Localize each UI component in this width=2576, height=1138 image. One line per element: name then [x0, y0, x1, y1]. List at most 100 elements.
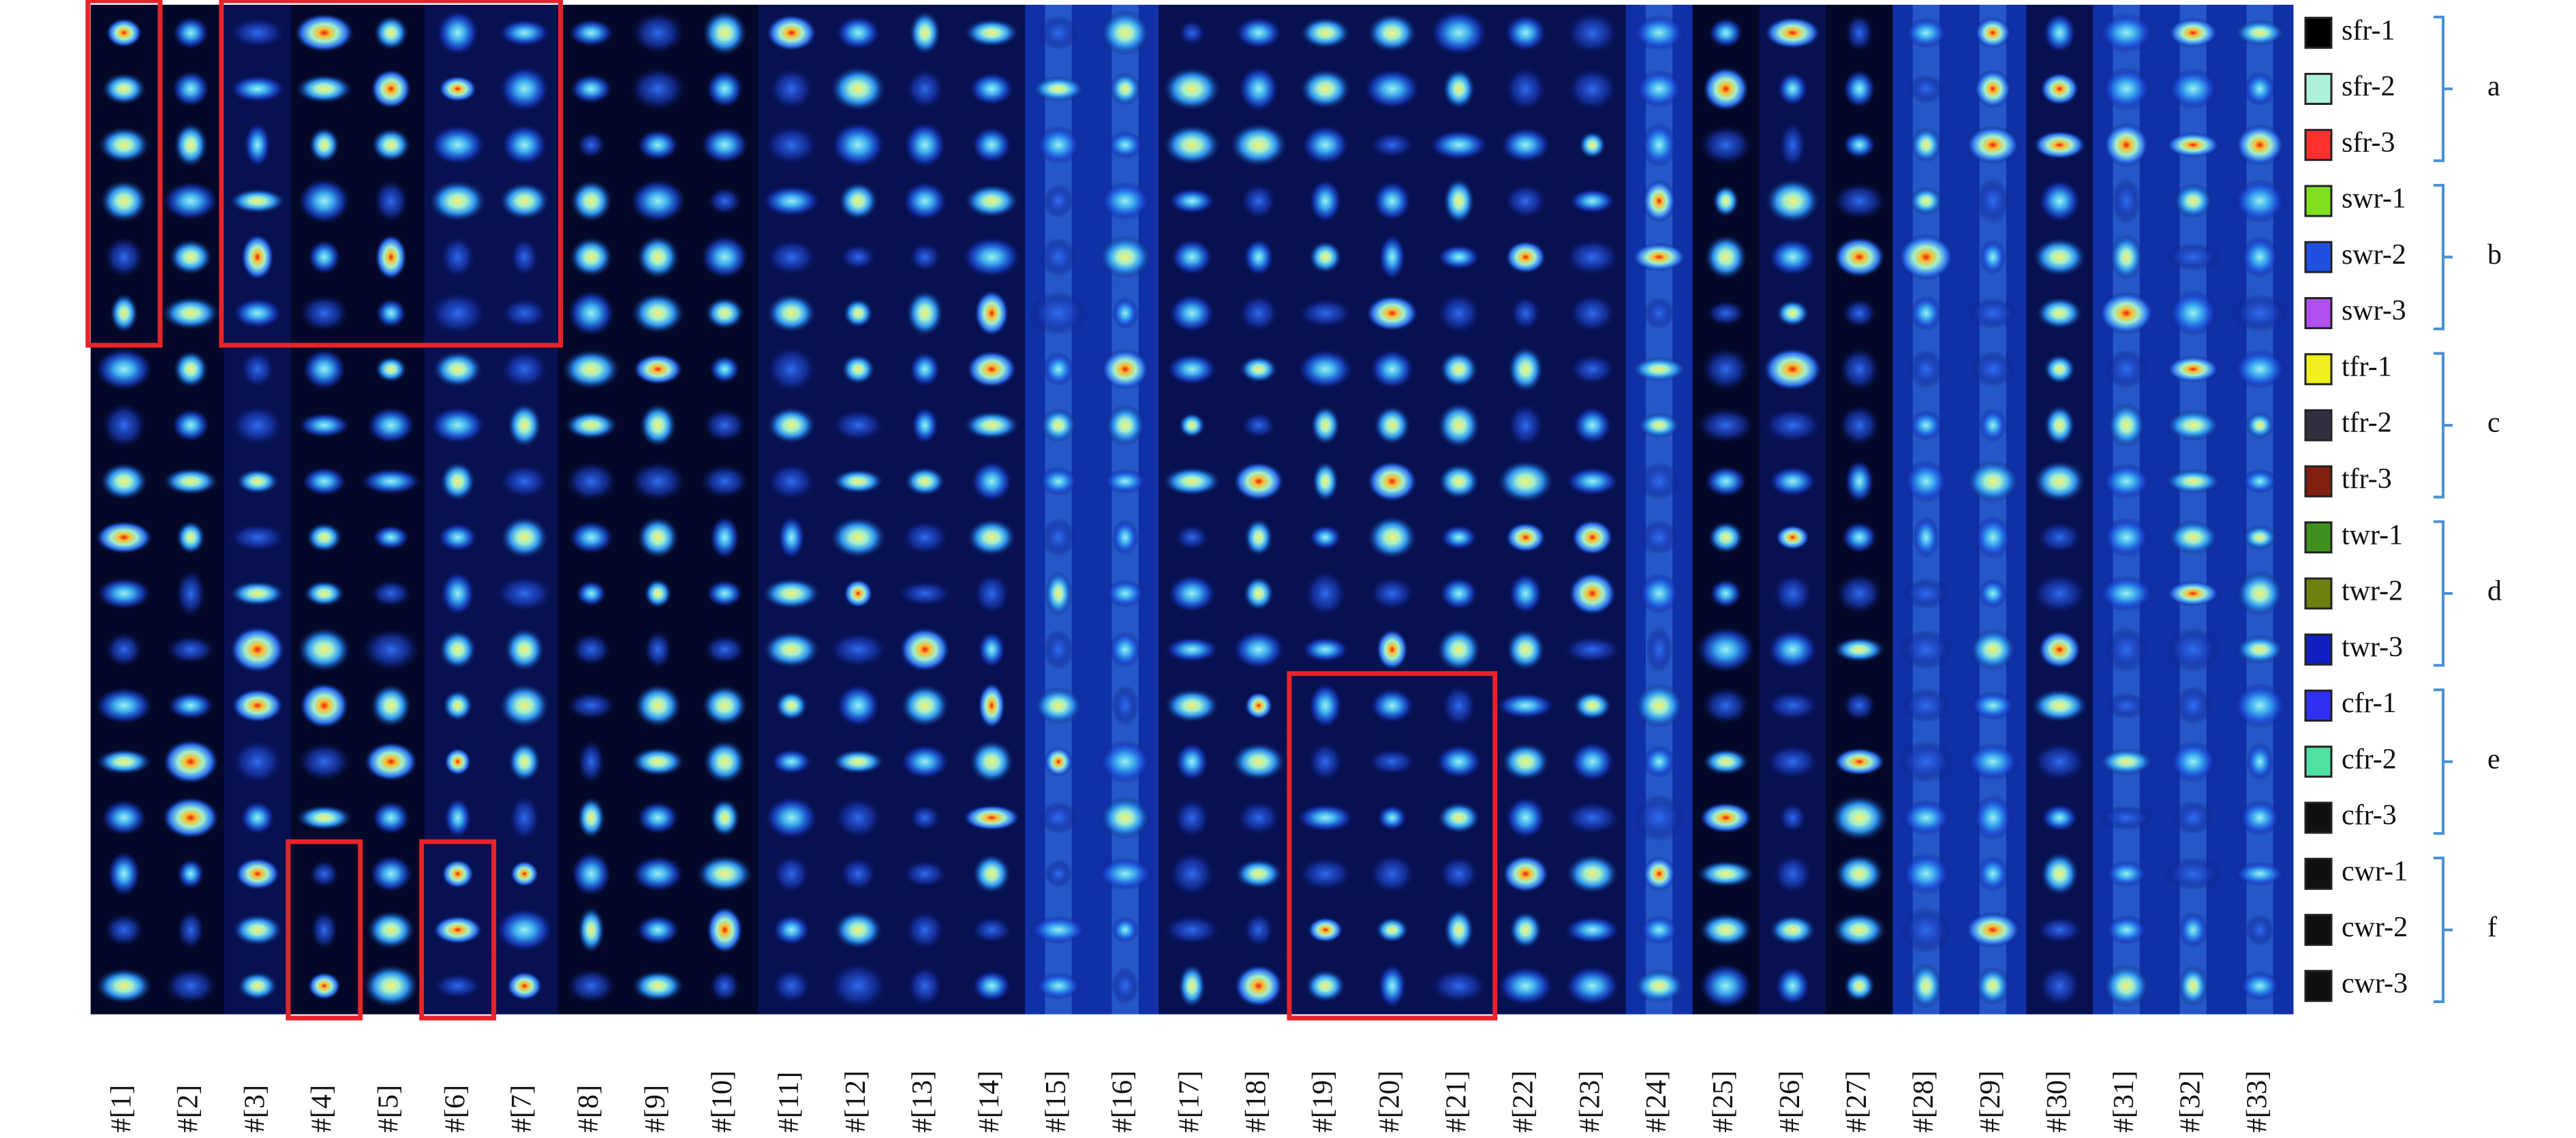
blob [429, 292, 487, 335]
blob [102, 72, 147, 105]
blob [1440, 525, 1478, 551]
blob [104, 913, 144, 947]
blob [575, 580, 607, 607]
blob [900, 683, 950, 728]
blob [1442, 68, 1475, 110]
blob [970, 460, 1013, 503]
blob [440, 461, 476, 502]
blob [1232, 630, 1285, 670]
blob [1099, 10, 1151, 56]
blob [1373, 405, 1411, 446]
blob [177, 910, 204, 949]
legend-swatch [2304, 801, 2333, 834]
blob [501, 123, 548, 166]
blob [2104, 349, 2148, 389]
blob [701, 464, 749, 499]
blob [1779, 803, 1807, 833]
blob [1235, 16, 1283, 50]
blob [829, 516, 887, 559]
blob [507, 403, 542, 448]
blob [2100, 67, 2152, 111]
blob [1308, 179, 1342, 224]
blob [1163, 124, 1221, 166]
blob [1443, 177, 1475, 225]
blob [510, 860, 539, 887]
blob [762, 630, 821, 668]
blob [1297, 349, 1353, 390]
blob [703, 408, 746, 442]
legend-label: tfr-1 [2342, 351, 2392, 382]
blob [1845, 14, 1873, 52]
blob [101, 799, 147, 836]
blob [499, 683, 550, 728]
blob [1504, 183, 1547, 219]
blob [1312, 461, 1339, 502]
blob [567, 968, 615, 1003]
blob [2230, 294, 2289, 333]
blob [1505, 66, 1546, 112]
blob [564, 411, 618, 440]
blob [1979, 239, 2006, 275]
blob [1502, 855, 1550, 893]
blob [299, 682, 350, 729]
blob [773, 855, 810, 893]
blob [2111, 177, 2141, 225]
blob [2168, 740, 2218, 783]
blob [438, 523, 478, 552]
blob [766, 293, 816, 333]
blob [828, 632, 888, 668]
blob [1437, 401, 1481, 449]
column-label: #[31] [2109, 1071, 2140, 1133]
blob [1301, 125, 1350, 166]
column-label: #[23] [1574, 1071, 1606, 1133]
blob [500, 516, 549, 559]
blob [1367, 748, 1417, 775]
blob [1965, 125, 2021, 165]
blob [2107, 403, 2146, 448]
blob [96, 577, 152, 610]
blob [1378, 234, 1406, 281]
blob [296, 805, 353, 831]
blob [1909, 187, 1944, 215]
blob [761, 577, 821, 610]
blob [438, 629, 477, 670]
blob [2234, 19, 2286, 46]
blob [1833, 236, 1886, 278]
blob [1907, 74, 1945, 104]
blob [766, 345, 817, 393]
blob [703, 739, 747, 784]
blob [1708, 521, 1744, 554]
blob [1505, 796, 1546, 840]
blob [1974, 16, 2012, 49]
blob [1637, 412, 1681, 439]
blob [963, 410, 1020, 440]
blob [244, 122, 271, 168]
blob [2037, 521, 2083, 553]
column-label: #[9] [640, 1085, 671, 1133]
legend-label: tfr-2 [2342, 407, 2392, 439]
blob [840, 857, 876, 891]
blob [977, 631, 1006, 668]
blob [1910, 127, 1942, 163]
blob [2043, 404, 2076, 446]
blob [1904, 17, 1948, 49]
blob [1233, 461, 1285, 502]
blob [1370, 576, 1415, 611]
blob [1901, 906, 1952, 953]
blob [966, 518, 1017, 557]
blob [567, 290, 615, 337]
blob [905, 910, 945, 950]
highlight-box [85, 0, 163, 348]
blob [2232, 682, 2288, 729]
blob [1301, 636, 1349, 662]
blob [1296, 803, 1355, 832]
blob [1175, 742, 1209, 782]
blob [1569, 293, 1616, 333]
blob [2038, 179, 2081, 223]
blob [632, 12, 684, 54]
blob [495, 908, 554, 952]
blob [2245, 742, 2274, 781]
blob [829, 962, 887, 1010]
column-label: #[32] [2175, 1071, 2207, 1133]
blob [2033, 130, 2087, 159]
